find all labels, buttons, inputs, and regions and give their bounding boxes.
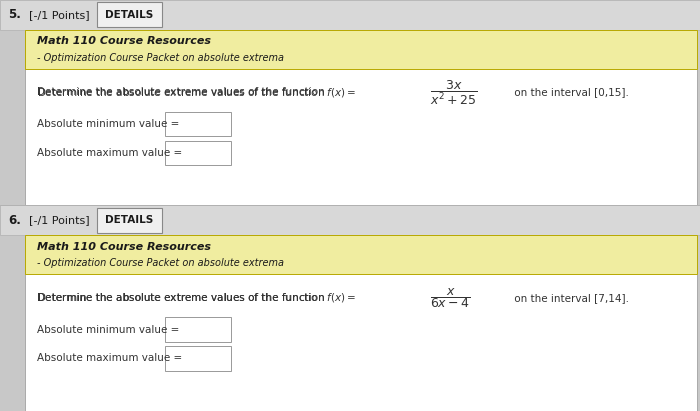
Text: Absolute maximum value =: Absolute maximum value = [37,148,182,158]
Text: Absolute maximum value =: Absolute maximum value = [37,353,182,363]
Text: Math 110 Course Resources: Math 110 Course Resources [37,36,211,46]
Text: $\dfrac{x}{6x-4}$: $\dfrac{x}{6x-4}$ [430,286,471,310]
Text: 6.: 6. [8,214,21,227]
Text: $\dfrac{3x}{x^2+25}$: $\dfrac{3x}{x^2+25}$ [430,79,478,106]
FancyBboxPatch shape [165,317,231,342]
Text: [-/1 Points]: [-/1 Points] [29,215,90,225]
Text: 5.: 5. [8,8,21,21]
Text: DETAILS: DETAILS [106,215,153,225]
Text: Determine the absolute extreme values of the function $f(x) = $: Determine the absolute extreme values of… [37,291,356,305]
Text: Math 110 Course Resources: Math 110 Course Resources [37,242,211,252]
Bar [25,30,696,206]
Text: DETAILS: DETAILS [106,10,153,20]
Text: on the interval [7,14].: on the interval [7,14]. [511,293,629,303]
Bar [0,206,700,235]
Bar [0,0,700,30]
FancyBboxPatch shape [97,208,162,233]
FancyBboxPatch shape [165,112,231,136]
Bar [25,30,696,69]
Bar [25,235,696,411]
FancyBboxPatch shape [165,141,231,165]
Text: Determine the absolute extreme values of the function: Determine the absolute extreme values of… [37,293,328,303]
Text: Absolute minimum value =: Absolute minimum value = [37,325,179,335]
Text: - Optimization Course Packet on absolute extrema: - Optimization Course Packet on absolute… [37,258,284,268]
Text: - Optimization Course Packet on absolute extrema: - Optimization Course Packet on absolute… [37,53,284,63]
Text: on the interval [0,15].: on the interval [0,15]. [511,88,629,97]
FancyBboxPatch shape [97,2,162,27]
FancyBboxPatch shape [165,346,231,371]
Text: Absolute minimum value =: Absolute minimum value = [37,119,179,129]
Bar [25,235,696,274]
Text: Determine the absolute extreme values of the function: Determine the absolute extreme values of… [37,88,328,97]
Text: Determine the absolute extreme values of the function $f(x) = $: Determine the absolute extreme values of… [37,86,356,99]
Text: [-/1 Points]: [-/1 Points] [29,10,90,20]
